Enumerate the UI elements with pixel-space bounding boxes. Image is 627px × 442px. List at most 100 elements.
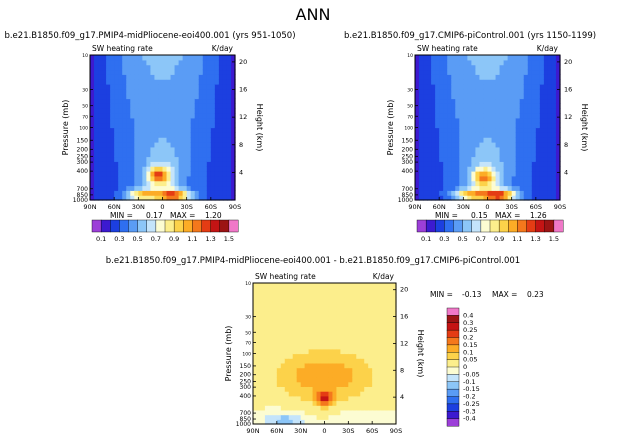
min-value: 0.17 — [146, 211, 163, 220]
colorbar-swatch — [446, 322, 460, 331]
heatmap-cell — [384, 283, 389, 289]
heatmap-cell — [368, 386, 373, 392]
heatmap-cell — [162, 69, 168, 75]
heatmap-cell — [483, 146, 489, 153]
heatmap-cell — [495, 74, 501, 80]
heatmap-cell — [106, 180, 111, 187]
units-label: K/day — [537, 44, 559, 53]
heatmap-cell — [253, 381, 258, 387]
heatmap-cell — [380, 419, 385, 425]
heatmap-cell — [284, 334, 290, 340]
heatmap-cell — [198, 156, 204, 162]
heatmap-cell — [503, 166, 509, 172]
heatmap-cell — [388, 353, 393, 359]
heatmap-cell — [198, 64, 204, 71]
heatmap-cell — [114, 175, 119, 182]
heatmap-cell — [332, 391, 338, 397]
heatmap-cell — [491, 122, 497, 129]
heatmap-cell — [186, 156, 192, 162]
heatmap-cell — [511, 151, 517, 158]
heatmap-cell — [419, 64, 424, 71]
heatmap-cell — [202, 64, 208, 71]
colorbar-label: 0.5 — [457, 235, 467, 243]
heatmap-cell — [320, 283, 326, 289]
heatmap-cell — [260, 362, 266, 369]
heatmap-cell — [380, 377, 385, 383]
heatmap-cell — [427, 156, 432, 162]
y-tick-label: 70 — [82, 114, 88, 120]
heatmap-cell — [158, 55, 164, 61]
heatmap-cell — [479, 84, 485, 90]
heatmap-cell — [467, 166, 472, 172]
heatmap-cell — [178, 108, 184, 114]
heatmap-cell — [364, 283, 369, 289]
heatmap-cell — [455, 64, 460, 71]
heatmap-cell — [511, 55, 517, 61]
heatmap-cell — [222, 117, 228, 124]
heatmap-cell — [495, 79, 501, 85]
heatmap-cell — [415, 55, 420, 61]
heatmap-cell — [230, 117, 236, 124]
heatmap-cell — [296, 362, 302, 369]
heatmap-cell — [118, 93, 123, 100]
heatmap-cell — [260, 358, 266, 364]
heatmap-cell — [431, 175, 436, 182]
heatmap-cell — [114, 88, 119, 95]
heatmap-cell — [451, 117, 456, 124]
heatmap-cell — [106, 142, 111, 148]
heatmap-cell — [455, 79, 460, 85]
heatmap-cell — [106, 190, 111, 196]
heatmap-cell — [360, 325, 365, 331]
heatmap-cell — [226, 84, 232, 90]
heatmap-cell — [431, 146, 436, 153]
heatmap-cell — [94, 127, 99, 133]
x-tick-label: 90N — [408, 203, 421, 211]
heatmap-cell — [328, 386, 334, 392]
heatmap-cell — [392, 377, 397, 383]
heatmap-cell — [102, 161, 107, 167]
heatmap-cell — [300, 391, 306, 397]
heatmap-cell — [226, 146, 232, 153]
heatmap-cell — [178, 146, 184, 153]
heatmap-cell — [214, 79, 220, 85]
heatmap-cell — [312, 315, 318, 322]
heatmap-cell — [198, 122, 204, 129]
heatmap-cell — [447, 171, 452, 177]
heatmap-cell — [288, 283, 294, 289]
height-tick-label: 4 — [239, 168, 243, 176]
heatmap-cell — [543, 137, 549, 143]
heatmap-cell — [194, 142, 200, 148]
heatmap-cell — [475, 69, 481, 75]
heatmap-cell — [483, 175, 489, 182]
heatmap-cell — [114, 117, 119, 124]
heatmap-cell — [352, 348, 357, 355]
heatmap-cell — [459, 113, 464, 119]
heatmap-cell — [332, 381, 338, 387]
heatmap-cell — [154, 146, 160, 153]
heatmap-cell — [360, 306, 365, 312]
heatmap-cell — [316, 339, 322, 345]
heatmap-cell — [495, 161, 501, 167]
heatmap-cell — [146, 93, 152, 100]
heatmap-cell — [316, 334, 322, 340]
heatmap-cell — [142, 166, 147, 172]
heatmap-cell — [190, 122, 196, 129]
heatmap-cell — [423, 161, 428, 167]
heatmap-cell — [471, 171, 477, 177]
heatmap-cell — [324, 287, 330, 293]
heatmap-cell — [138, 74, 143, 80]
heatmap-cell — [256, 367, 262, 373]
heatmap-cell — [348, 381, 353, 387]
heatmap-cell — [154, 117, 160, 124]
height-tick-label: 16 — [564, 86, 572, 94]
heatmap-cell — [519, 142, 525, 148]
heatmap-cell — [138, 146, 143, 153]
heatmap-cell — [427, 108, 432, 114]
heatmap-cell — [439, 69, 444, 75]
heatmap-cell — [276, 377, 282, 383]
heatmap-cell — [479, 88, 485, 95]
heatmap-cell — [427, 180, 432, 187]
heatmap-cell — [260, 391, 266, 397]
heatmap-cell — [182, 88, 188, 95]
variable-label: SW heating rate — [255, 272, 316, 281]
